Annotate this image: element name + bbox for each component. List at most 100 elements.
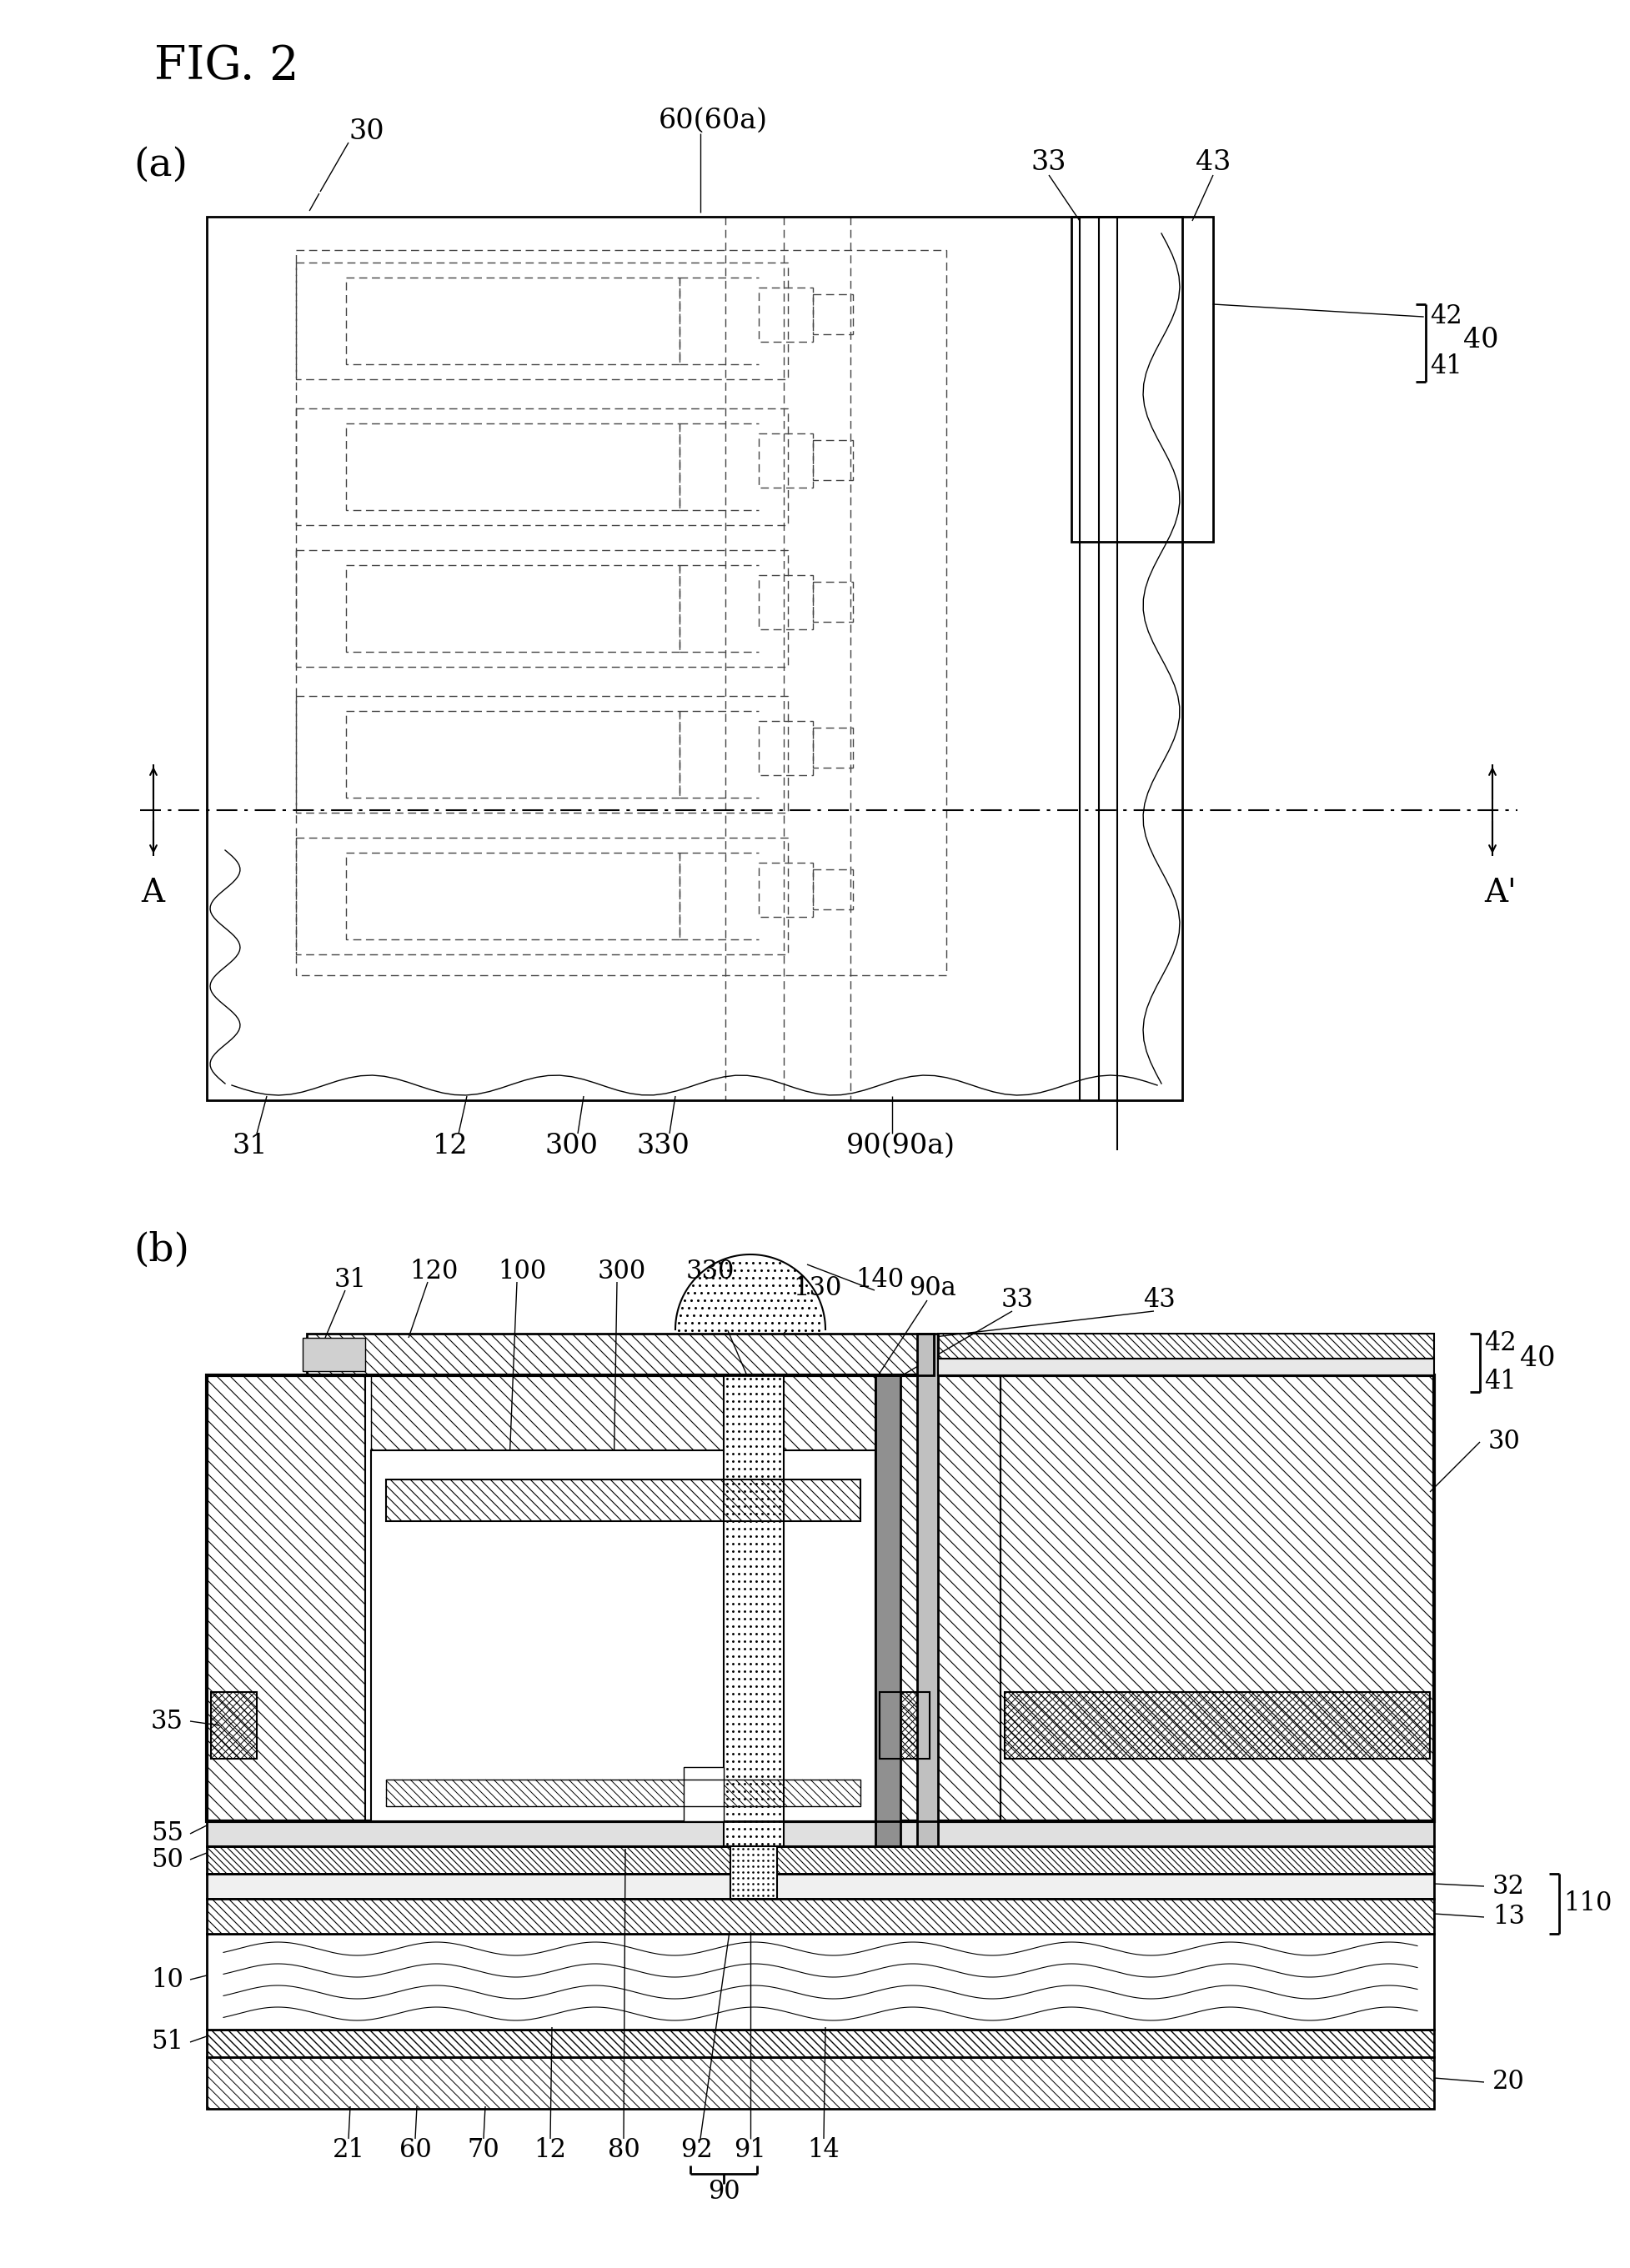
Bar — [295, 263, 787, 379]
Bar — [812, 869, 852, 909]
Bar — [207, 1374, 1433, 1821]
Text: 31: 31 — [233, 1132, 267, 1159]
Text: 330: 330 — [686, 1259, 735, 1284]
Text: 12: 12 — [432, 1132, 468, 1159]
Bar — [758, 721, 812, 776]
Bar — [346, 424, 680, 510]
Bar — [812, 440, 852, 481]
Bar — [303, 1338, 365, 1372]
Text: A: A — [140, 878, 165, 909]
Text: 30: 30 — [1488, 1429, 1519, 1454]
Bar — [724, 1374, 784, 1846]
Text: 43: 43 — [1195, 150, 1231, 177]
Bar — [207, 218, 1182, 1100]
Text: 330: 330 — [636, 1132, 689, 1159]
Bar — [295, 408, 787, 526]
Text: 90: 90 — [707, 2180, 740, 2204]
Bar — [999, 1374, 1433, 1821]
Text: 80: 80 — [608, 2136, 639, 2164]
Bar — [758, 433, 812, 488]
Text: 12: 12 — [533, 2136, 566, 2164]
Bar — [730, 1846, 776, 1898]
Text: 40: 40 — [1519, 1345, 1555, 1372]
Text: 60(60a): 60(60a) — [659, 107, 768, 134]
Bar — [875, 1374, 999, 1821]
Bar — [372, 1449, 875, 1821]
Bar — [207, 1846, 1433, 1873]
Text: 33: 33 — [1030, 150, 1066, 177]
Text: 91: 91 — [734, 2136, 766, 2164]
Text: 90(90a): 90(90a) — [846, 1132, 955, 1159]
Bar — [916, 1334, 937, 1846]
Bar — [1071, 218, 1213, 542]
Text: 41: 41 — [1430, 354, 1462, 379]
Bar — [346, 710, 680, 798]
Bar — [295, 249, 945, 975]
Text: 33: 33 — [1001, 1288, 1033, 1313]
Bar — [295, 696, 787, 812]
Text: 30: 30 — [349, 118, 385, 145]
Bar — [346, 565, 680, 651]
Text: 14: 14 — [807, 2136, 839, 2164]
Text: 60: 60 — [399, 2136, 432, 2164]
Bar — [210, 1692, 256, 1758]
Text: 70: 70 — [468, 2136, 499, 2164]
Text: 10: 10 — [152, 1966, 183, 1994]
Text: 300: 300 — [598, 1259, 645, 1284]
Text: 42: 42 — [1483, 1331, 1516, 1356]
Text: 300: 300 — [544, 1132, 598, 1159]
Bar — [207, 1374, 365, 1821]
Text: 21: 21 — [333, 2136, 365, 2164]
Bar — [812, 295, 852, 333]
Text: 130: 130 — [792, 1275, 841, 1302]
Polygon shape — [675, 1254, 825, 1329]
Bar — [207, 1873, 1433, 1898]
Bar — [758, 576, 812, 628]
Text: 50: 50 — [152, 1846, 183, 1873]
Text: 41: 41 — [1483, 1370, 1516, 1395]
Text: 140: 140 — [856, 1266, 903, 1293]
Text: 35: 35 — [152, 1708, 183, 1735]
Bar — [758, 862, 812, 916]
Text: 20: 20 — [1491, 2068, 1524, 2096]
Bar — [346, 853, 680, 939]
Text: 55: 55 — [152, 1821, 183, 1846]
Bar — [207, 1821, 1433, 1846]
Text: 40: 40 — [1462, 327, 1498, 354]
Bar — [306, 1334, 934, 1374]
Text: A': A' — [1483, 878, 1516, 909]
Bar — [937, 1334, 1433, 1359]
Bar — [207, 1898, 1433, 1935]
Text: FIG. 2: FIG. 2 — [155, 43, 298, 88]
Text: 43: 43 — [1143, 1288, 1175, 1313]
Bar — [875, 1374, 900, 1846]
Bar — [683, 1767, 724, 1821]
Bar — [758, 288, 812, 342]
Text: 100: 100 — [497, 1259, 546, 1284]
Text: 120: 120 — [409, 1259, 458, 1284]
Bar — [346, 277, 680, 365]
Bar — [812, 583, 852, 621]
Text: (a): (a) — [134, 145, 187, 184]
Text: 31: 31 — [334, 1266, 367, 1293]
Bar — [812, 728, 852, 767]
Bar — [207, 2057, 1433, 2109]
Bar — [1004, 1692, 1430, 1758]
Bar — [879, 1692, 929, 1758]
Bar — [937, 1359, 1433, 1374]
Text: 90a: 90a — [908, 1275, 955, 1302]
Text: 92: 92 — [680, 2136, 712, 2164]
Bar — [295, 837, 787, 955]
Bar — [207, 2030, 1433, 2057]
Bar — [386, 1780, 861, 1805]
Bar — [386, 1479, 861, 1522]
Text: 42: 42 — [1430, 304, 1462, 329]
Text: 110: 110 — [1563, 1892, 1610, 1916]
Text: 32: 32 — [1491, 1873, 1524, 1898]
Bar — [207, 1935, 1433, 2030]
Text: 51: 51 — [152, 2030, 183, 2055]
Bar — [372, 1374, 875, 1449]
Text: 13: 13 — [1491, 1905, 1524, 1930]
Text: (b): (b) — [134, 1232, 189, 1270]
Bar — [295, 551, 787, 667]
